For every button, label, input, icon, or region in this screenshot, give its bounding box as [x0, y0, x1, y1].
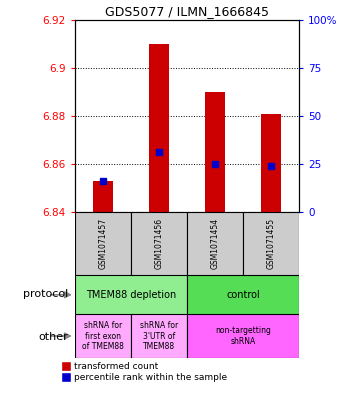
Text: GSM1071454: GSM1071454: [210, 218, 220, 269]
Text: control: control: [226, 290, 260, 300]
Bar: [261, 114, 281, 212]
Bar: [75, 314, 131, 358]
Text: GSM1071455: GSM1071455: [267, 218, 276, 269]
Bar: [75, 212, 131, 275]
Text: GSM1071456: GSM1071456: [154, 218, 164, 269]
Bar: [187, 314, 299, 358]
Legend: transformed count, percentile rank within the sample: transformed count, percentile rank withi…: [62, 362, 227, 382]
Bar: [75, 275, 187, 314]
Text: shRNA for
3'UTR of
TMEM88: shRNA for 3'UTR of TMEM88: [140, 321, 178, 351]
Text: protocol: protocol: [23, 288, 68, 299]
Text: TMEM88 depletion: TMEM88 depletion: [86, 290, 176, 300]
Text: non-targetting
shRNA: non-targetting shRNA: [215, 326, 271, 346]
Bar: [93, 181, 113, 212]
Bar: [205, 92, 225, 212]
Text: other: other: [38, 332, 68, 342]
Bar: [149, 44, 169, 212]
Bar: [131, 212, 187, 275]
Bar: [187, 275, 299, 314]
Text: GSM1071457: GSM1071457: [98, 218, 107, 269]
Text: shRNA for
first exon
of TMEM88: shRNA for first exon of TMEM88: [82, 321, 124, 351]
Bar: [131, 314, 187, 358]
Title: GDS5077 / ILMN_1666845: GDS5077 / ILMN_1666845: [105, 6, 269, 18]
Bar: [243, 212, 299, 275]
Bar: [187, 212, 243, 275]
